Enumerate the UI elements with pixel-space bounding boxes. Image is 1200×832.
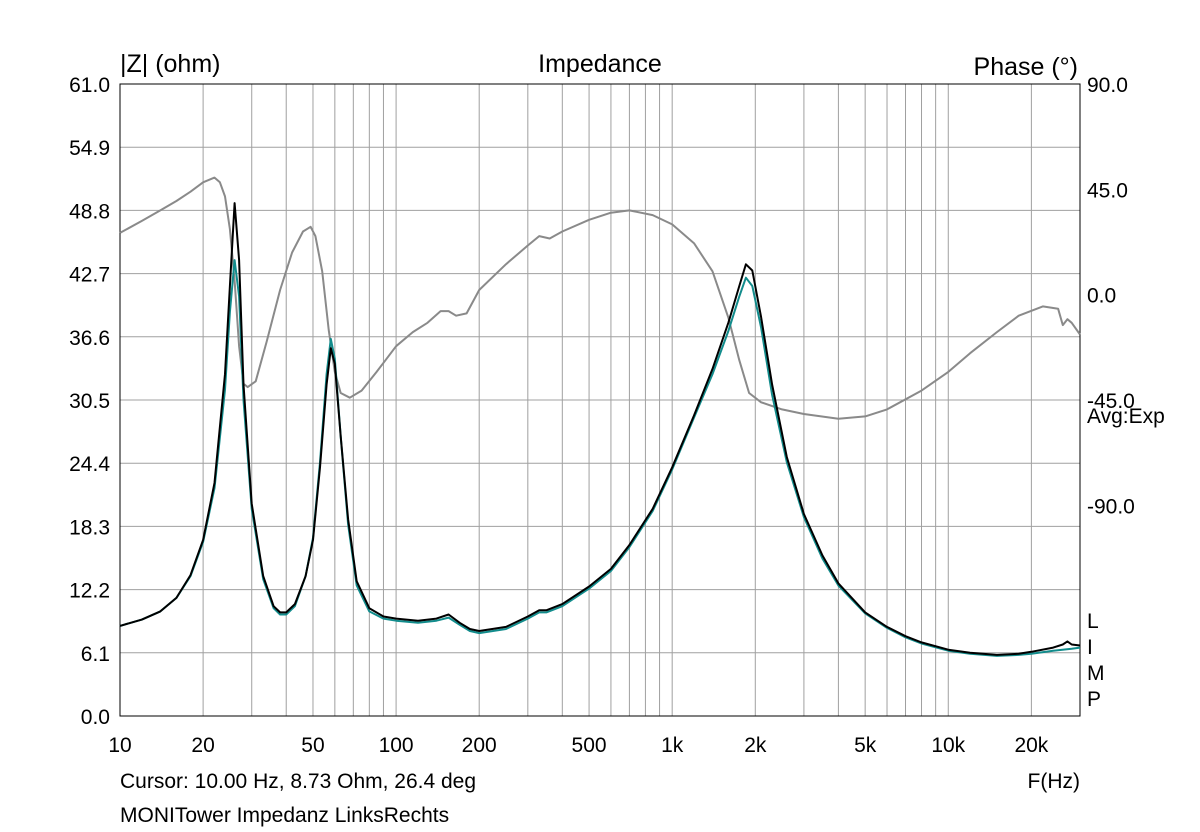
phase-line — [119, 176, 1081, 420]
x-tick-label: 50 — [301, 734, 324, 757]
x-tick-label: 20k — [1014, 734, 1048, 757]
x-tick-label: 100 — [379, 734, 414, 757]
y-tick-label: 24.4 — [69, 453, 110, 476]
plot-frame — [119, 83, 1081, 717]
impedance-line-left — [119, 202, 1081, 656]
y-tick-label: 6.1 — [81, 643, 110, 666]
avg-label: Avg:Exp — [1087, 405, 1165, 428]
y-tick-label: 36.6 — [69, 327, 110, 350]
channel-letter-m: M — [1087, 662, 1105, 685]
x-tick-label: 10k — [931, 734, 965, 757]
y-tick-label: 42.7 — [69, 264, 110, 287]
y2-tick-label: 0.0 — [1087, 285, 1116, 308]
x-tick-label: 5k — [854, 734, 877, 757]
chart-tick-labels: 0.0 6.1 12.2 18.3 24.4 30.5 36.6 42.7 48.8 54.9 61… — [69, 74, 1135, 757]
y-tick-label: 18.3 — [69, 516, 110, 539]
y2-tick-label: 45.0 — [1087, 179, 1128, 202]
y2-tick-label: 90.0 — [1087, 74, 1128, 97]
x-axis-label: F(Hz) — [1028, 770, 1080, 793]
x-tick-label: 1k — [661, 734, 684, 757]
y-tick-label: 0.0 — [81, 706, 110, 729]
footer-caption: MONITower Impedanz LinksRechts — [120, 804, 449, 827]
x-tick-label: 500 — [572, 734, 607, 757]
y-tick-label: 30.5 — [69, 390, 110, 413]
y-tick-label: 12.2 — [69, 580, 110, 603]
y-tick-label: 48.8 — [69, 200, 110, 223]
channel-letter-i: I — [1087, 636, 1093, 659]
channel-letter-p: P — [1087, 688, 1101, 711]
x-tick-label: 2k — [744, 734, 767, 757]
chart-grid — [120, 84, 1080, 716]
y-tick-label: 54.9 — [69, 137, 110, 160]
y2-tick-label: -45.0 — [1087, 390, 1135, 413]
cursor-readout: Cursor: 10.00 Hz, 8.73 Ohm, 26.4 deg — [120, 770, 476, 793]
y2-tick-label: -90.0 — [1087, 495, 1135, 518]
chart-series — [119, 176, 1081, 657]
y-axis-label-right: Phase (°) — [974, 53, 1078, 81]
x-tick-label: 10 — [108, 734, 131, 757]
y-tick-label: 61.0 — [69, 74, 110, 97]
y-axis-label-left: |Z| (ohm) — [120, 50, 221, 78]
x-tick-label: 20 — [191, 734, 214, 757]
channel-letter-l: L — [1087, 610, 1099, 633]
x-tick-label: 200 — [462, 734, 497, 757]
chart-title: Impedance — [538, 50, 662, 78]
